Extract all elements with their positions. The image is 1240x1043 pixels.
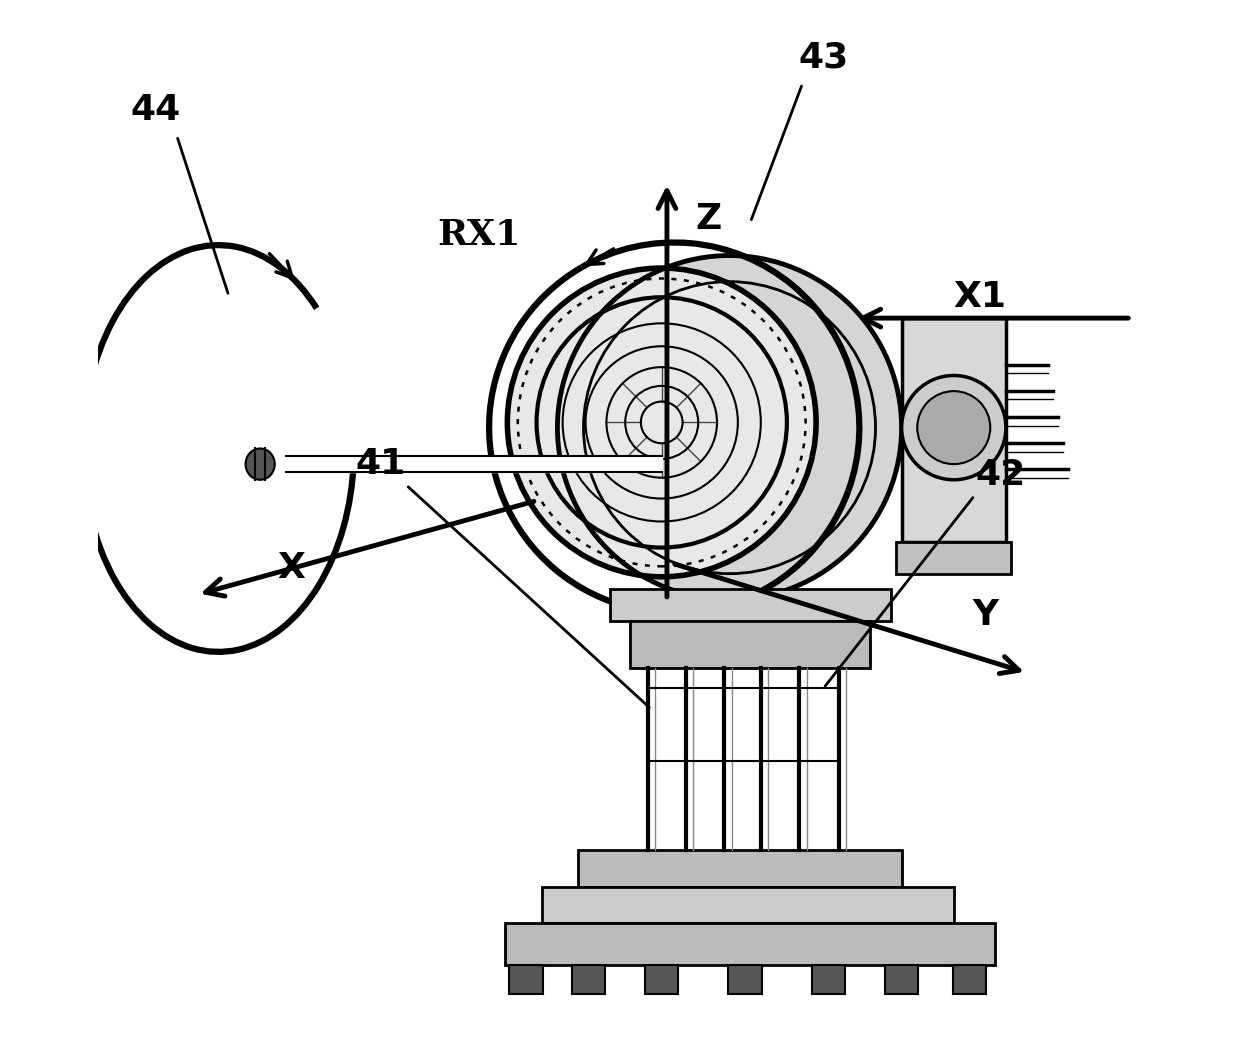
Bar [885,965,919,994]
Text: 42: 42 [976,458,1025,491]
Circle shape [901,375,1006,480]
Text: 43: 43 [799,41,848,74]
Bar [578,850,901,887]
Bar [505,923,996,965]
Text: RX1: RX1 [438,218,521,251]
Bar [645,965,678,994]
Bar [901,318,1006,542]
Text: 41: 41 [355,447,405,481]
Bar [510,965,543,994]
Bar [630,621,870,668]
Text: X: X [278,552,305,585]
Bar [952,965,986,994]
Bar [728,965,761,994]
Ellipse shape [507,268,816,577]
Text: Z: Z [696,202,722,236]
Text: 44: 44 [130,93,181,126]
Bar [897,542,1011,574]
Bar [542,887,954,923]
Text: X1: X1 [954,281,1007,314]
Circle shape [918,391,991,464]
Bar [572,965,605,994]
Bar [812,965,846,994]
Text: Y: Y [972,599,998,632]
Ellipse shape [558,256,901,600]
Bar [610,589,892,621]
Ellipse shape [246,448,275,480]
